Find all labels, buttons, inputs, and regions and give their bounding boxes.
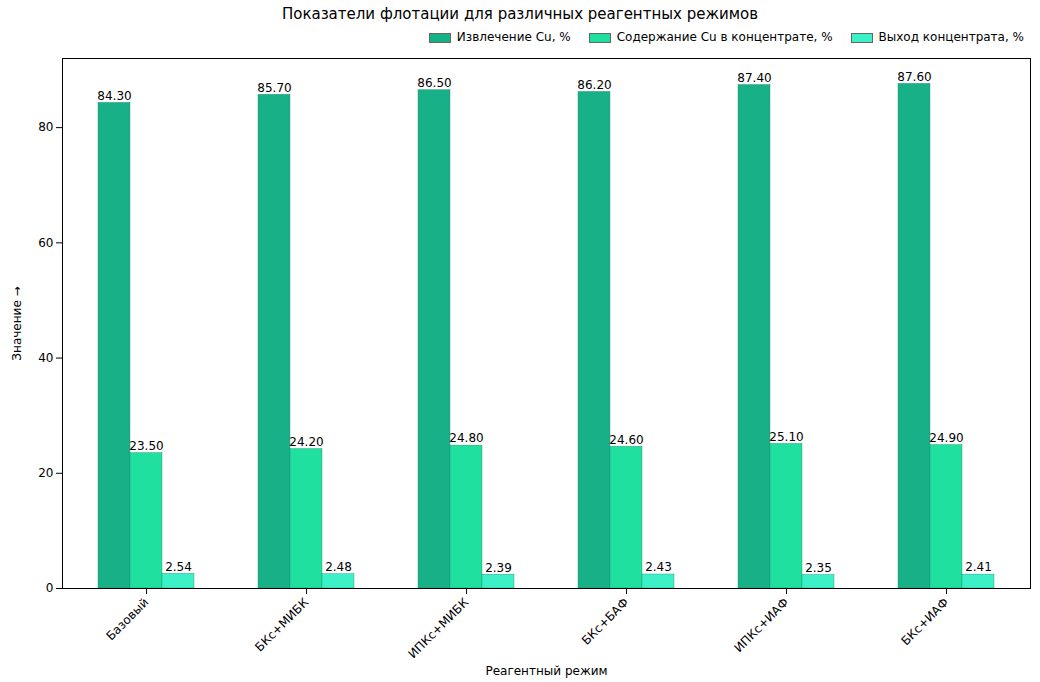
svg-text:2.39: 2.39 — [485, 561, 512, 575]
svg-text:2.48: 2.48 — [325, 560, 352, 574]
svg-text:86.50: 86.50 — [417, 76, 451, 90]
svg-text:Реагентный режим: Реагентный режим — [485, 664, 607, 678]
svg-text:60: 60 — [38, 236, 53, 250]
svg-text:БКс+ИАФ: БКс+ИАФ — [898, 595, 951, 648]
svg-text:25.10: 25.10 — [769, 430, 803, 444]
svg-text:84.30: 84.30 — [97, 89, 131, 103]
svg-text:Значение →: Значение → — [10, 286, 24, 360]
svg-text:ИПКс+МИБК: ИПКс+МИБК — [405, 595, 471, 661]
svg-text:Базовый: Базовый — [103, 595, 151, 643]
svg-text:БКс+МИБК: БКс+МИБК — [252, 595, 311, 654]
svg-text:86.20: 86.20 — [577, 78, 611, 92]
svg-text:24.80: 24.80 — [449, 431, 483, 445]
svg-text:2.41: 2.41 — [965, 560, 992, 574]
svg-text:87.40: 87.40 — [737, 71, 771, 85]
svg-text:БКс+БАФ: БКс+БАФ — [579, 595, 631, 647]
svg-text:24.60: 24.60 — [609, 433, 643, 447]
svg-text:2.54: 2.54 — [165, 560, 192, 574]
svg-text:24.90: 24.90 — [929, 431, 963, 445]
svg-text:87.60: 87.60 — [897, 70, 931, 84]
svg-text:20: 20 — [38, 466, 53, 480]
svg-text:2.35: 2.35 — [805, 561, 832, 575]
html-text:Содержание Cu в концентрате, %: Содержание Cu в концентрате, % — [616, 30, 833, 44]
svg-text:ИПКс+ИАФ: ИПКс+ИАФ — [731, 595, 791, 655]
svg-text:85.70: 85.70 — [257, 81, 291, 95]
svg-text:24.20: 24.20 — [289, 435, 323, 449]
html-text:Показатели флотации для различ: Показатели флотации для различных реаген… — [281, 5, 759, 23]
html-text:Выход концентрата, %: Выход концентрата, % — [878, 30, 1024, 44]
svg-text:0: 0 — [46, 581, 54, 595]
svg-text:40: 40 — [38, 351, 53, 365]
svg-text:2.43: 2.43 — [645, 560, 672, 574]
svg-text:23.50: 23.50 — [129, 439, 163, 453]
svg-text:80: 80 — [38, 120, 53, 134]
html-text:Извлечение Cu, %: Извлечение Cu, % — [456, 30, 571, 44]
